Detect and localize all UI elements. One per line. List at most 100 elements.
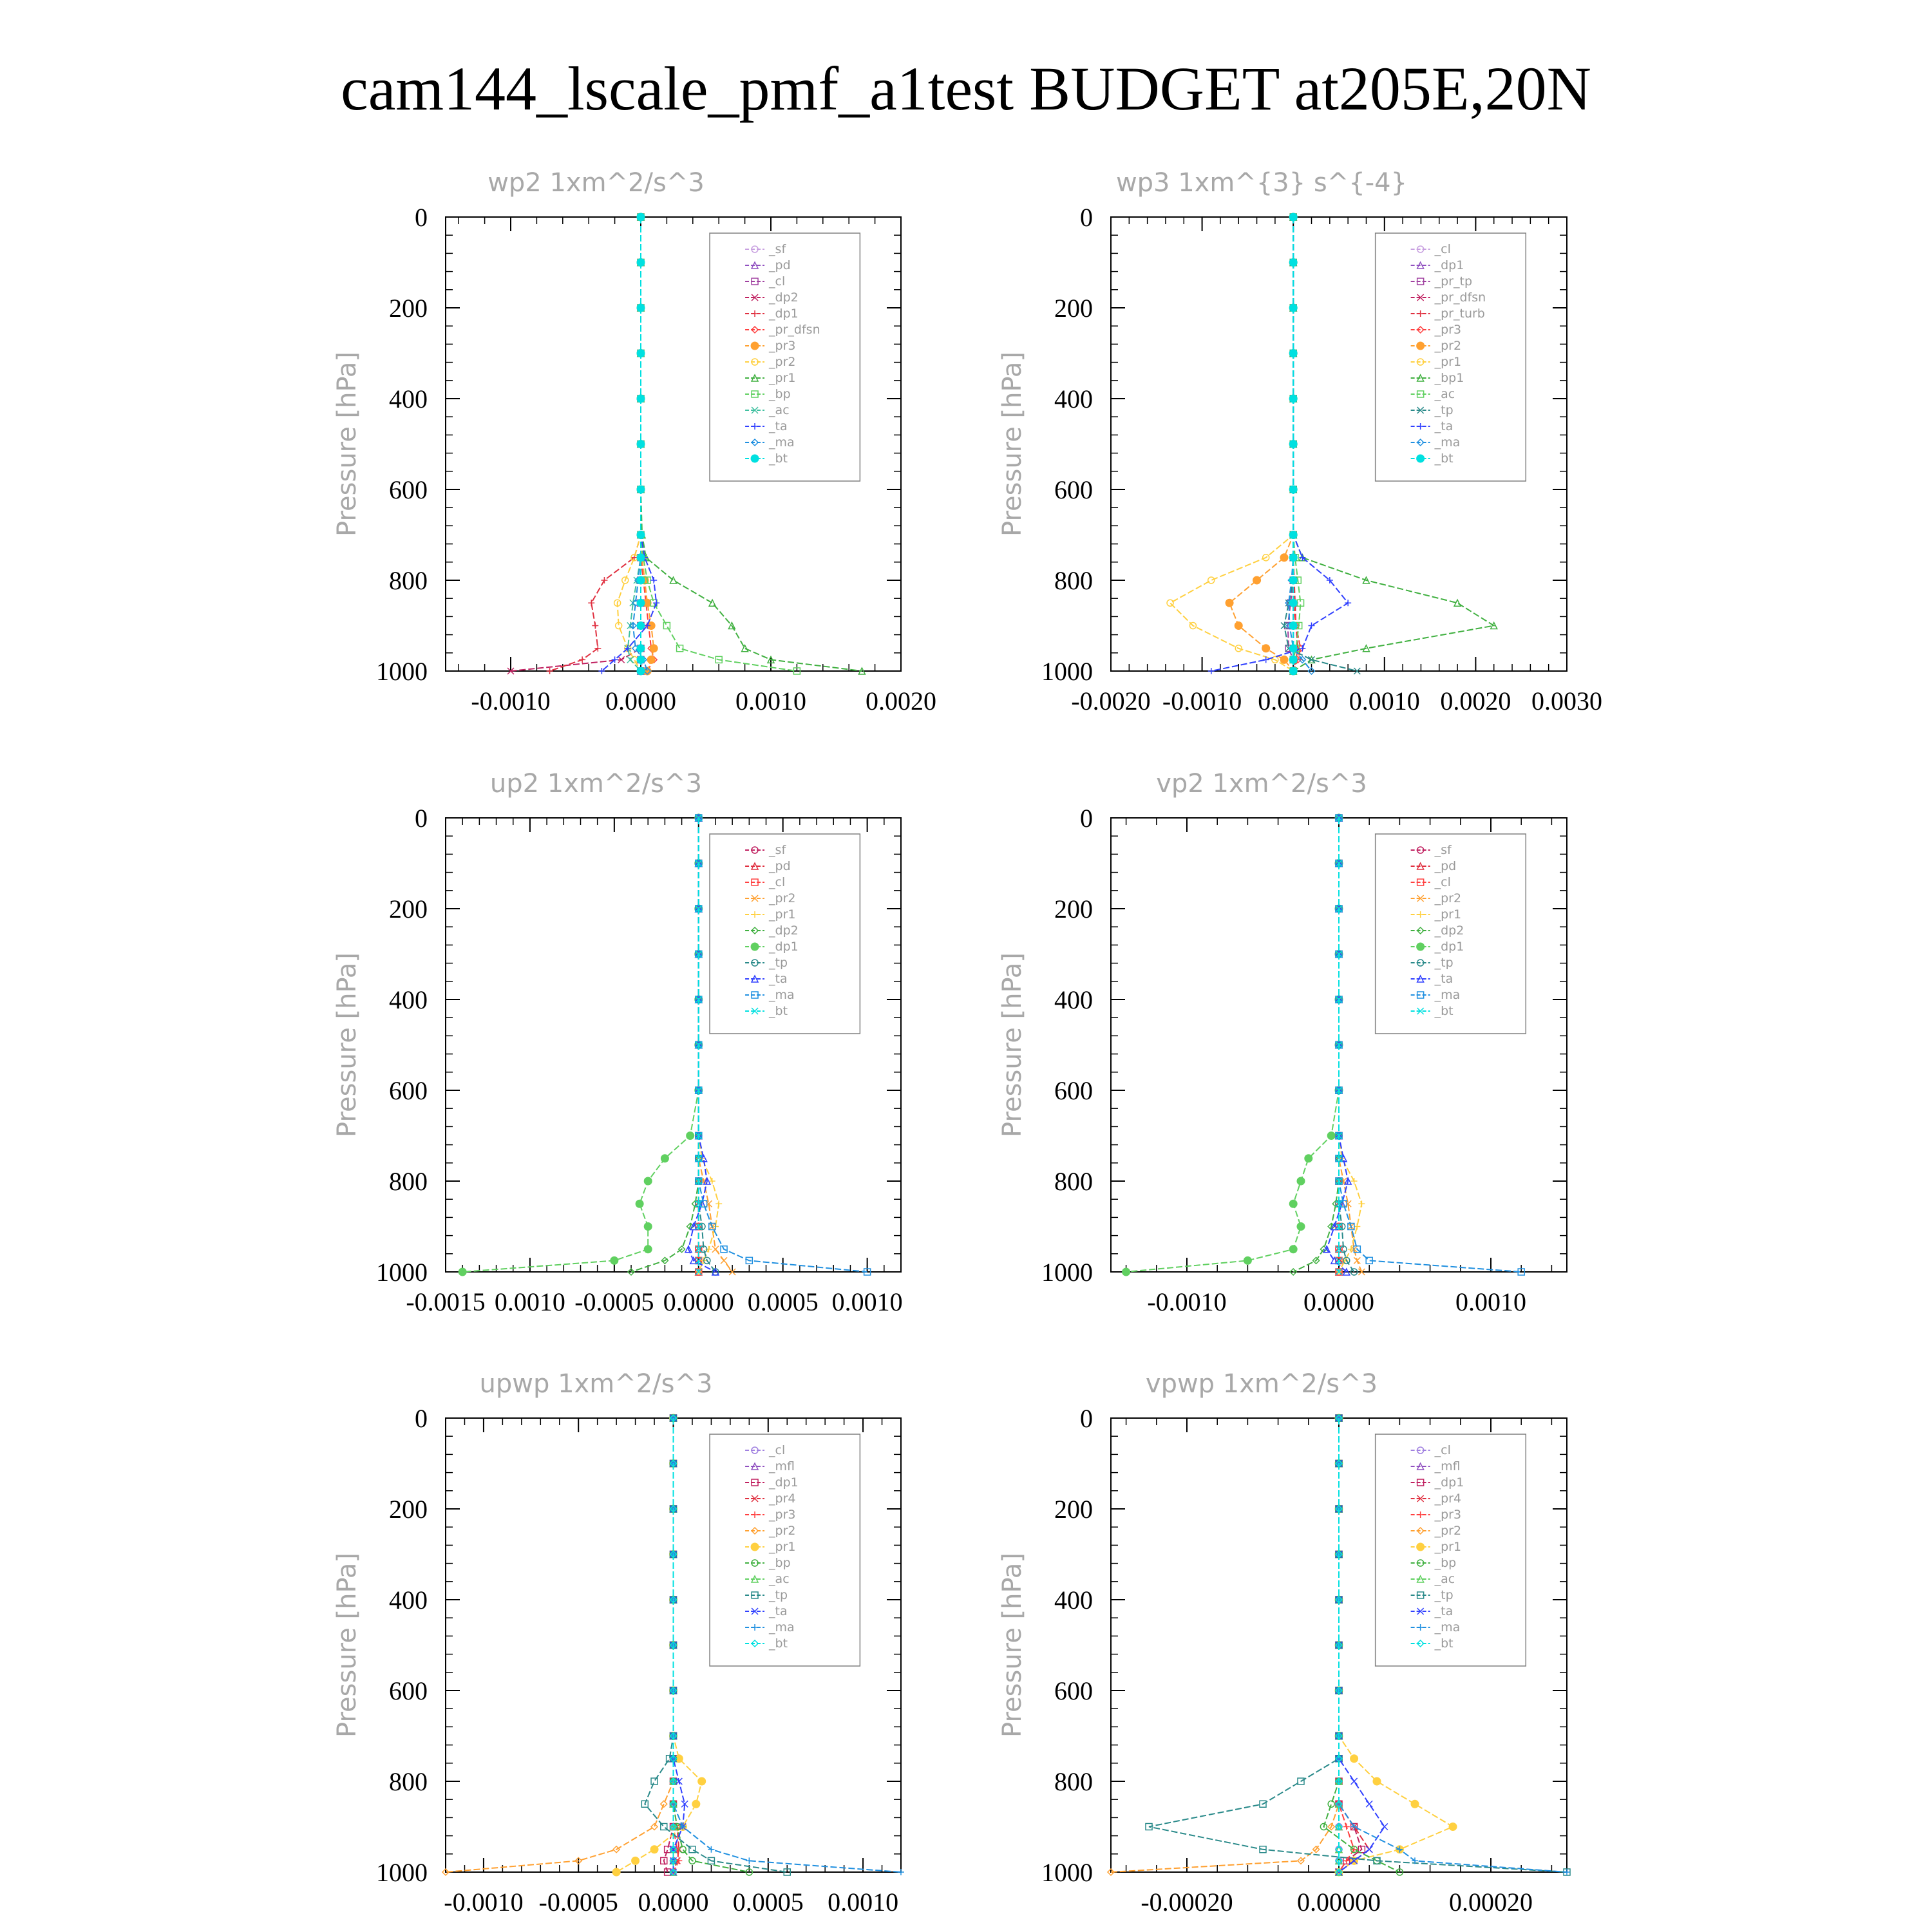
data-point — [1453, 598, 1462, 607]
chart-panel-2: wp3 1xm^{3} s^{-4} Pressure [hPa] 0 200 400 6… — [998, 168, 1602, 715]
data-point — [1330, 1256, 1339, 1265]
legend-marker — [751, 1007, 759, 1015]
data-point — [1412, 1857, 1418, 1864]
y-tick-label: 800 — [1054, 566, 1093, 595]
legend-marker — [751, 1495, 759, 1502]
x-tick-label: -0.0005 — [539, 1888, 618, 1917]
series-markers-bt — [1289, 213, 1298, 676]
legend-marker — [1416, 974, 1425, 983]
legend-box — [709, 232, 861, 482]
legend-marker — [1416, 878, 1425, 886]
legend-label: _tp — [1434, 403, 1454, 417]
data-point — [627, 656, 634, 663]
legend-label: _ta — [768, 1604, 788, 1618]
data-point — [1289, 1267, 1298, 1276]
data-point — [1289, 349, 1298, 357]
data-point — [661, 1256, 669, 1265]
x-tick-label: -0.0010 — [444, 1888, 523, 1917]
data-point — [741, 644, 749, 652]
data-point — [766, 655, 775, 664]
x-tick-label: -0.0020 — [1071, 687, 1150, 715]
x-tick-label: 0.0000 — [1303, 1287, 1374, 1316]
legend-label: _tp — [768, 956, 788, 970]
legend-marker — [750, 974, 759, 983]
legend-marker — [1416, 325, 1425, 334]
x-tick-label: 0.0020 — [866, 687, 936, 715]
data-point — [1243, 1256, 1252, 1265]
data-point — [697, 1777, 706, 1786]
legend-marker — [752, 1511, 759, 1518]
data-point — [1365, 1800, 1373, 1808]
data-point — [1289, 485, 1298, 494]
y-tick-label: 600 — [389, 1676, 428, 1705]
legend-marker — [752, 423, 759, 430]
legend-label: _ta — [768, 972, 788, 986]
data-point — [1208, 668, 1215, 674]
series-markers-bt — [636, 213, 645, 676]
legend-label: _bt — [768, 451, 788, 466]
data-point — [1326, 577, 1333, 583]
data-point — [1308, 622, 1315, 629]
legend-marker — [1416, 1542, 1425, 1551]
legend-label: _pd — [1434, 859, 1457, 873]
data-point — [441, 1868, 450, 1877]
data-point — [1289, 667, 1298, 676]
legend-label: _bt — [768, 1004, 788, 1018]
legend-label: _dp1 — [1434, 940, 1464, 954]
data-point — [643, 1245, 652, 1254]
data-point — [1335, 1155, 1343, 1162]
legend-label: _pr2 — [768, 891, 795, 905]
data-point — [728, 621, 736, 630]
legend-marker — [750, 942, 759, 951]
legend-marker — [751, 390, 759, 398]
y-tick-label: 400 — [389, 384, 428, 413]
series-markers-bt — [1335, 814, 1343, 1276]
data-point — [1289, 1245, 1298, 1254]
data-point — [643, 1177, 652, 1186]
data-point — [1335, 1245, 1343, 1253]
data-point — [1358, 1268, 1365, 1276]
x-tick-label: 0.0010 — [495, 1287, 565, 1316]
data-point — [660, 1154, 669, 1163]
x-tick-label: 0.0010 — [832, 1287, 903, 1316]
data-point — [1335, 950, 1343, 958]
y-tick-label: 400 — [389, 985, 428, 1014]
data-point — [663, 1846, 672, 1853]
legend-marker — [752, 911, 759, 918]
data-point — [695, 814, 703, 822]
panel-title: upwp 1xm^2/s^3 — [480, 1369, 713, 1399]
data-point — [1362, 644, 1370, 652]
legend: _cl _mfl _dp1 _pr4 _pr3 _pr2 _pr1 _bp _ac _tp _ta _… — [1374, 1434, 1527, 1667]
data-point — [681, 1800, 688, 1808]
data-point — [1354, 1223, 1361, 1230]
legend-label: _pr3 — [768, 339, 795, 353]
legend-label: _bt — [1434, 1004, 1454, 1018]
legend-label: _pr3 — [1434, 323, 1461, 337]
data-point — [1289, 303, 1298, 312]
data-point — [703, 1177, 712, 1185]
legend-label: _pr2 — [768, 1524, 795, 1538]
legend-label: _ma — [1434, 988, 1461, 1002]
y-tick-label: 200 — [389, 1495, 428, 1524]
legend-marker — [1417, 1007, 1425, 1015]
legend-label: _ta — [1434, 1604, 1454, 1618]
data-point — [1253, 576, 1262, 585]
legend-label: _ta — [1434, 972, 1454, 986]
data-point — [669, 1800, 677, 1808]
plot-frame — [445, 216, 902, 672]
legend-label: _dp1 — [768, 940, 799, 954]
data-point — [1334, 1595, 1343, 1604]
data-point — [1343, 1256, 1350, 1265]
data-point — [1289, 1199, 1298, 1208]
y-tick-label: 800 — [389, 1767, 428, 1796]
data-point — [653, 600, 660, 607]
legend-label: _bp1 — [1434, 371, 1464, 385]
y-tick-label: 1000 — [376, 1258, 428, 1287]
data-point — [679, 1846, 687, 1853]
data-point — [1350, 1846, 1358, 1853]
figure-title: cam144_lscale_pmf_a1test BUDGET at205E,2… — [341, 54, 1591, 123]
data-point — [546, 668, 553, 674]
data-point — [636, 440, 645, 448]
data-point — [1350, 1857, 1358, 1864]
y-tick-label: 400 — [1054, 985, 1093, 1014]
